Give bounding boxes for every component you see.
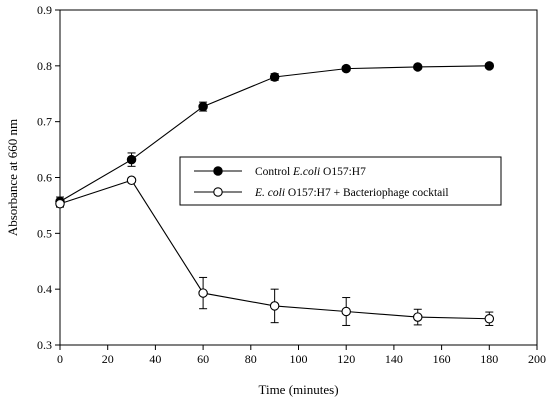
legend-entry-2: E. coli O157:H7 + Bacteriophage cocktail	[194, 187, 449, 199]
data-point	[412, 312, 423, 322]
x-tick-label: 40	[149, 352, 161, 366]
y-tick-label: 0.5	[37, 226, 52, 240]
x-tick-label: 180	[480, 352, 498, 366]
data-point	[198, 101, 208, 112]
legend-label-part: Control	[255, 166, 293, 178]
y-tick-label: 0.3	[37, 338, 52, 352]
data-point	[341, 63, 351, 74]
legend-label-part: O157:H7	[320, 166, 366, 178]
x-tick-label: 200	[528, 352, 546, 366]
legend-label-part: O157:H7 + Bacteriophage cocktail	[285, 187, 449, 199]
y-axis-title: Absorbance at 660 nm	[5, 119, 20, 236]
x-tick-label: 140	[385, 352, 403, 366]
y-tick-label: 0.7	[37, 115, 52, 129]
legend-label-part: E. coli	[254, 187, 285, 199]
axes: 0 20 40 60 80 100 120 140 160 180 200 0.3 0.4 0.5 0.6 0…	[37, 3, 546, 366]
legend-marker	[213, 166, 223, 176]
x-tick-label: 100	[290, 352, 308, 366]
x-tick-label: 0	[57, 352, 63, 366]
data-point	[341, 306, 351, 317]
legend-entry-1: Control E.coli O157:H7	[194, 166, 366, 178]
legend-label: Control E.coli O157:H7	[255, 166, 366, 178]
y-tick-label: 0.6	[37, 171, 52, 185]
data-point	[198, 288, 208, 298]
legend-marker	[213, 187, 223, 197]
y-tick-label: 0.8	[37, 59, 52, 73]
data-point	[55, 198, 65, 209]
x-tick-label: 120	[337, 352, 355, 366]
x-tick-label: 20	[102, 352, 114, 366]
x-tick-label: 80	[245, 352, 257, 366]
x-tick-label: 160	[433, 352, 451, 366]
legend-box	[179, 156, 502, 206]
y-tick-label: 0.4	[37, 282, 52, 296]
data-point	[412, 62, 423, 72]
data-point	[126, 175, 137, 186]
legend-label: E. coli O157:H7 + Bacteriophage cocktail	[254, 187, 449, 199]
legend: Control E.coli O157:H7 E. coli O157:H7 + …	[179, 156, 502, 206]
x-axis-title: Time (minutes)	[258, 382, 338, 397]
y-tick-label: 0.9	[37, 3, 52, 17]
data-point	[126, 154, 137, 165]
x-tick-label: 60	[197, 352, 209, 366]
data-point	[269, 301, 280, 311]
series-layer	[55, 61, 495, 326]
data-point	[484, 314, 495, 324]
legend-label-part: E.coli	[292, 166, 320, 178]
series-2	[55, 175, 495, 326]
data-point	[484, 61, 495, 71]
data-point	[269, 72, 280, 82]
